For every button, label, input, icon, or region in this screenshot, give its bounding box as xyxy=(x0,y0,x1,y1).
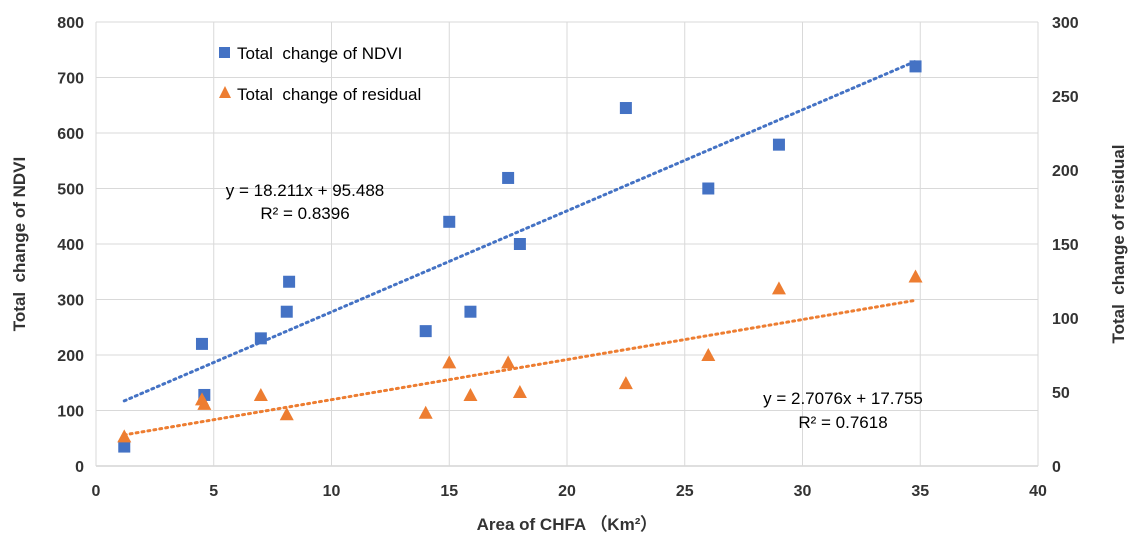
point-residual xyxy=(279,407,294,421)
x-axis-label: Area of CHFA （Km²） xyxy=(477,514,658,534)
point-residual xyxy=(117,429,132,443)
point-ndvi xyxy=(254,332,267,345)
data-points xyxy=(117,60,923,453)
point-ndvi xyxy=(419,325,432,338)
x-tick-label: 25 xyxy=(676,483,694,500)
point-ndvi xyxy=(909,60,922,73)
y-tick-label-left: 0 xyxy=(75,459,84,476)
point-ndvi xyxy=(464,305,477,318)
point-residual xyxy=(501,355,516,369)
y-tick-label-left: 500 xyxy=(57,182,84,199)
point-residual xyxy=(197,396,212,410)
point-residual xyxy=(418,405,433,419)
y-tick-label-left: 800 xyxy=(57,15,84,32)
x-tick-label: 5 xyxy=(209,483,218,500)
x-tick-label: 35 xyxy=(911,483,929,500)
point-residual xyxy=(442,355,457,369)
equation-residual: y = 2.7076x + 17.755 xyxy=(763,389,923,408)
y-tick-label-left: 200 xyxy=(57,348,84,365)
point-ndvi xyxy=(195,337,208,350)
legend-marker-residual xyxy=(219,86,231,98)
y-tick-label-left: 100 xyxy=(57,404,84,421)
point-ndvi xyxy=(772,138,785,151)
x-tick-label: 30 xyxy=(794,483,812,500)
point-residual xyxy=(618,376,633,390)
y-tick-label-left: 300 xyxy=(57,293,84,310)
point-ndvi xyxy=(502,171,515,184)
r2-residual: R² = 0.7618 xyxy=(798,413,887,432)
y-tick-label-right: 300 xyxy=(1052,15,1079,32)
equation-ndvi: y = 18.211x + 95.488 xyxy=(226,181,384,200)
x-tick-label: 10 xyxy=(323,483,341,500)
point-residual xyxy=(908,269,923,283)
point-residual xyxy=(253,387,268,401)
point-ndvi xyxy=(443,215,456,228)
y-axis-label-right: Total change of residual xyxy=(1109,145,1128,344)
point-ndvi xyxy=(280,305,293,318)
legend-label-ndvi: Total change of NDVI xyxy=(237,44,402,63)
point-residual xyxy=(463,387,478,401)
y-tick-label-right: 0 xyxy=(1052,459,1061,476)
point-ndvi xyxy=(118,440,131,453)
point-ndvi xyxy=(702,182,715,195)
x-tick-label: 15 xyxy=(440,483,458,500)
x-tick-label: 20 xyxy=(558,483,576,500)
y-tick-label-right: 200 xyxy=(1052,163,1079,180)
legend: Total change of NDVI Total change of res… xyxy=(219,44,421,104)
legend-marker-ndvi xyxy=(219,47,230,58)
x-tick-label: 40 xyxy=(1029,483,1047,500)
point-ndvi xyxy=(619,102,632,115)
grid-lines xyxy=(95,21,1039,467)
y-axis-label-left: Total change of NDVI xyxy=(10,157,29,331)
point-residual xyxy=(512,385,527,398)
y-tick-label-left: 700 xyxy=(57,71,84,88)
y-tick-label-right: 150 xyxy=(1052,237,1079,254)
point-residual xyxy=(701,348,716,361)
trendline-ndvi xyxy=(122,59,918,403)
y-tick-label-right: 50 xyxy=(1052,385,1070,402)
legend-label-residual: Total change of residual xyxy=(237,85,421,104)
y-tick-label-left: 400 xyxy=(57,237,84,254)
r2-ndvi: R² = 0.8396 xyxy=(260,204,349,223)
y-tick-label-right: 100 xyxy=(1052,311,1079,328)
point-ndvi xyxy=(513,238,526,250)
y-tick-label-right: 250 xyxy=(1052,89,1079,106)
point-ndvi xyxy=(283,275,296,288)
trendline-residual xyxy=(122,298,918,437)
x-tick-label: 0 xyxy=(92,483,101,500)
point-residual xyxy=(771,281,786,295)
y-tick-label-left: 600 xyxy=(57,126,84,143)
